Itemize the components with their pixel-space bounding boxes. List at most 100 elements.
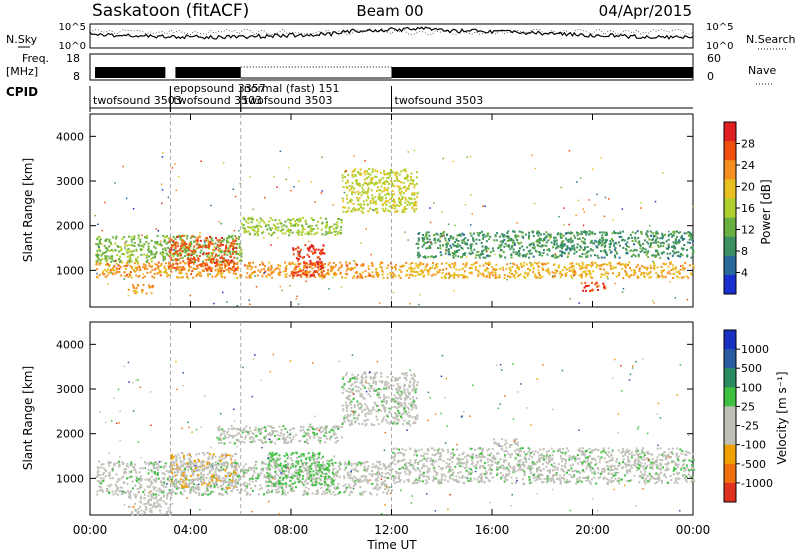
- data-cell: [654, 264, 656, 266]
- data-cell: [679, 256, 681, 258]
- data-cell: [374, 170, 376, 172]
- data-cell: [340, 229, 342, 231]
- data-cell: [622, 277, 624, 279]
- data-cell: [455, 269, 457, 271]
- data-cell: [645, 233, 647, 235]
- data-cell: [365, 276, 367, 278]
- data-cell: [213, 303, 215, 305]
- data-cell: [208, 252, 210, 254]
- data-cell: [109, 250, 111, 252]
- data-cell: [594, 233, 596, 235]
- data-cell: [534, 262, 536, 264]
- data-cell: [273, 232, 275, 234]
- data-cell: [257, 473, 259, 475]
- data-cell: [413, 209, 415, 211]
- data-cell: [266, 481, 268, 483]
- data-cell: [136, 267, 138, 269]
- data-cell: [511, 273, 513, 275]
- data-cell: [365, 173, 367, 175]
- data-cell: [258, 493, 260, 495]
- data-cell: [691, 464, 693, 466]
- data-cell: [657, 244, 659, 246]
- data-cell: [474, 262, 476, 264]
- data-cell: [221, 488, 223, 490]
- data-cell: [112, 273, 114, 275]
- data-cell: [150, 266, 152, 268]
- data-cell: [243, 466, 245, 468]
- data-cell: [614, 256, 616, 258]
- data-cell: [106, 249, 108, 251]
- data-cell: [324, 276, 326, 278]
- data-cell: [622, 247, 624, 249]
- data-cell: [315, 468, 317, 470]
- data-cell: [447, 451, 449, 453]
- data-cell: [453, 277, 455, 279]
- data-cell: [292, 232, 294, 234]
- data-cell: [387, 200, 389, 202]
- nsearch-label: N.Search: [746, 33, 796, 46]
- data-cell: [378, 467, 380, 469]
- data-cell: [583, 267, 585, 269]
- data-cell: [617, 232, 619, 234]
- data-cell: [131, 241, 133, 243]
- data-cell: [575, 215, 577, 217]
- data-cell: [115, 492, 117, 494]
- nave-label: Nave: [748, 64, 776, 77]
- data-cell: [503, 239, 505, 241]
- data-cell: [344, 192, 346, 194]
- data-cell: [457, 276, 459, 278]
- data-cell: [238, 230, 240, 232]
- data-cell: [405, 208, 407, 210]
- data-cell: [321, 272, 323, 274]
- data-cell: [215, 265, 217, 267]
- data-cell: [525, 234, 527, 236]
- data-cell: [368, 183, 370, 185]
- data-cell: [510, 263, 512, 265]
- data-cell: [495, 234, 497, 236]
- data-cell: [618, 462, 620, 464]
- data-cell: [470, 250, 472, 252]
- data-cell: [560, 254, 562, 256]
- data-cell: [108, 475, 110, 477]
- data-cell: [302, 257, 304, 259]
- data-cell: [368, 268, 370, 270]
- data-cell: [576, 247, 578, 249]
- data-cell: [644, 267, 646, 269]
- data-cell: [383, 170, 385, 172]
- data-cell: [458, 240, 460, 242]
- data-cell: [622, 208, 624, 210]
- data-cell: [252, 219, 254, 221]
- data-cell: [157, 474, 159, 476]
- data-cell: [444, 275, 446, 277]
- data-cell: [206, 237, 208, 239]
- data-cell: [511, 266, 513, 268]
- data-cell: [200, 240, 202, 242]
- data-cell: [268, 233, 270, 235]
- data-cell: [471, 235, 473, 237]
- data-cell: [453, 161, 455, 163]
- data-cell: [317, 263, 319, 265]
- data-cell: [200, 246, 202, 248]
- data-cell: [581, 256, 583, 258]
- data-cell: [508, 244, 510, 246]
- data-cell: [364, 179, 366, 181]
- data-cell: [295, 298, 297, 300]
- data-cell: [672, 268, 674, 270]
- data-cell: [346, 198, 348, 200]
- data-cell: [129, 274, 131, 276]
- data-cell: [277, 227, 279, 229]
- data-cell: [138, 235, 140, 237]
- data-cell: [257, 270, 259, 272]
- data-cell: [310, 262, 312, 264]
- data-cell: [270, 244, 272, 246]
- data-cell: [110, 261, 112, 263]
- data-cell: [405, 199, 407, 201]
- data-cell: [503, 234, 505, 236]
- data-cell: [215, 248, 217, 250]
- data-cell: [166, 236, 168, 238]
- data-cell: [518, 243, 520, 245]
- data-cell: [460, 274, 462, 276]
- data-cell: [582, 253, 584, 255]
- data-cell: [404, 197, 406, 199]
- data-cell: [249, 176, 251, 178]
